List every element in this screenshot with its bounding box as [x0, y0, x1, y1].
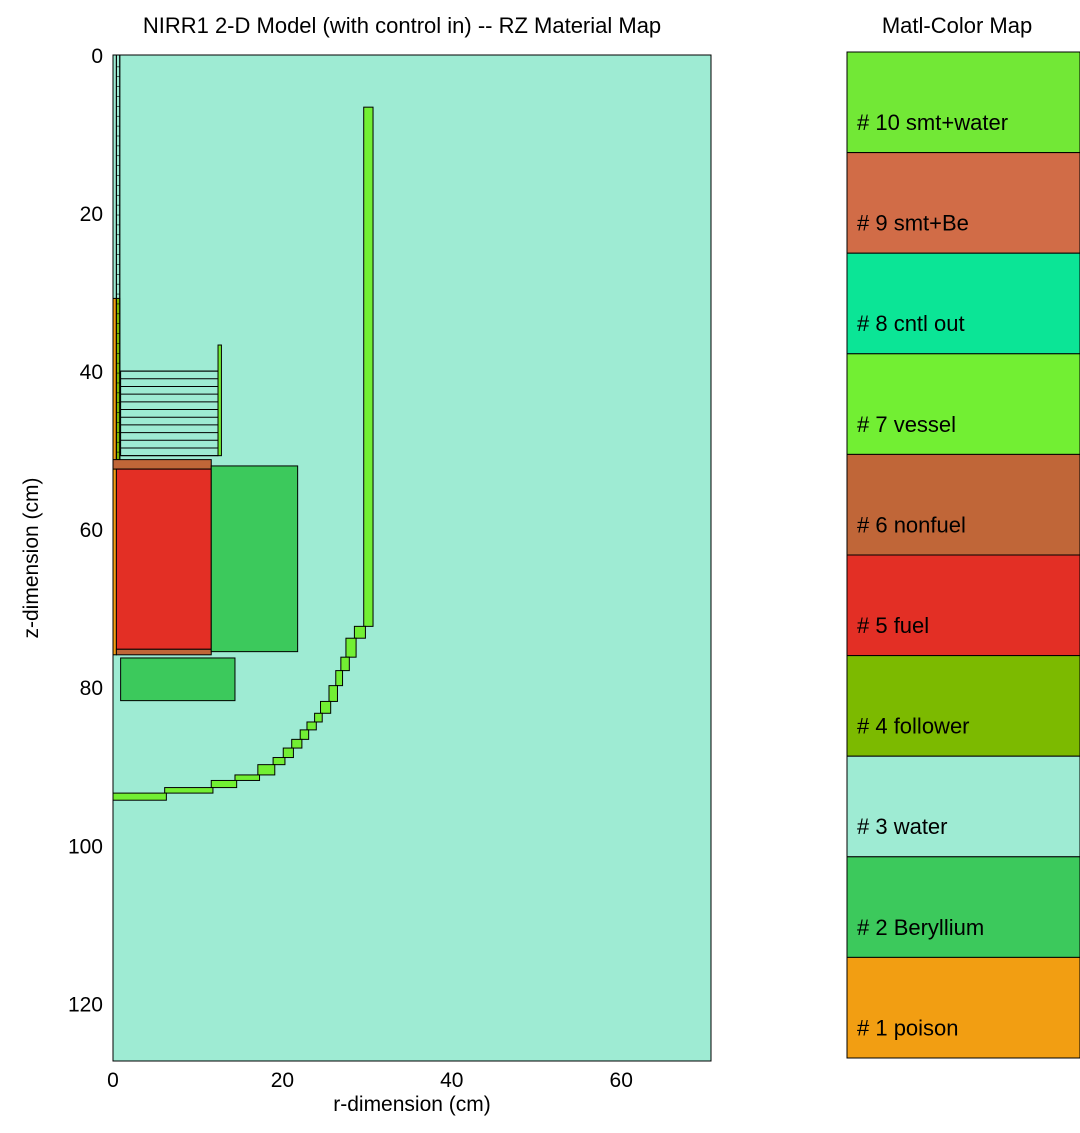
legend-swatch-4 [846, 655, 1080, 757]
legend-swatch-6 [846, 453, 1080, 556]
legend-swatch-8 [846, 252, 1080, 355]
vessel-arc-cell-5 [320, 700, 332, 714]
y-tick-label: 20 [80, 203, 103, 226]
y-tick-label: 80 [80, 677, 103, 700]
material-region-2-7 [210, 465, 299, 653]
vessel-arc-cell-13 [234, 774, 261, 781]
y-tick-label: 60 [80, 519, 103, 542]
material-region-2-8 [120, 657, 236, 702]
vessel-arc-cell-14 [210, 779, 238, 789]
legend-title: Matl-Color Map [882, 13, 1032, 38]
legend-label-1: # 1 poison [857, 1015, 959, 1040]
vessel-arc-cell-8 [299, 729, 310, 740]
y-tick-label: 100 [68, 835, 103, 858]
x-tick-label: 20 [271, 1069, 294, 1092]
material-region-1-2 [112, 297, 117, 656]
legend-swatch-1 [846, 956, 1080, 1059]
vessel-arc-cell-3 [335, 670, 344, 687]
map-title: NIRR1 2-D Model (with control in) -- RZ … [143, 13, 661, 38]
legend-swatch-2 [846, 856, 1080, 958]
vessel-arc-cell-15 [164, 787, 214, 794]
legend-label-8: # 8 cntl out [857, 311, 965, 336]
x-tick-label: 40 [440, 1069, 463, 1092]
vessel-arc-cell-16 [112, 792, 167, 801]
rz-material-map [112, 54, 712, 1062]
material-color-legend: # 10 smt+water # 9 smt+Be # 8 cntl out # 7 … [846, 51, 1080, 1059]
vessel-arc-cell-2 [340, 656, 350, 672]
material-region-6-6 [115, 648, 212, 656]
vessel-arc-cell-7 [306, 721, 317, 731]
material-region-5-5 [115, 468, 212, 650]
legend-label-9: # 9 smt+Be [857, 211, 969, 236]
x-axis-label: r-dimension (cm) [333, 1093, 491, 1116]
legend-label-5: # 5 fuel [857, 613, 929, 638]
x-tick-label: 60 [610, 1069, 633, 1092]
y-tick-label: 0 [91, 45, 103, 68]
y-axis-label: z-dimension (cm) [20, 477, 43, 638]
y-tick-label: 40 [80, 361, 103, 384]
legend-swatch-9 [846, 152, 1080, 254]
material-region-7-0 [363, 106, 374, 627]
legend-label-6: # 6 nonfuel [857, 512, 966, 537]
legend-label-7: # 7 vessel [857, 412, 956, 437]
material-region-4-3 [115, 297, 121, 461]
vessel-arc-cell-11 [272, 757, 286, 766]
vessel-arc-cell-6 [314, 712, 323, 723]
legend-label-3: # 3 water [857, 814, 948, 839]
legend-swatch-10 [846, 51, 1080, 154]
legend-label-10: # 10 smt+water [857, 110, 1008, 135]
y-tick-label: 120 [68, 993, 103, 1016]
vessel-arc-cell-12 [257, 764, 276, 776]
vessel-arc-cell-9 [291, 738, 303, 749]
material-region-7-10 [217, 344, 222, 457]
material-region-6-4 [112, 459, 212, 470]
vessel-arc-cell-10 [282, 747, 294, 759]
material-region-3-9 [120, 370, 219, 457]
legend-swatch-3 [846, 755, 1080, 858]
vessel-arc-cell-0 [353, 625, 366, 639]
axis-ticks: 0 20 40 60 0 20 40 60 80 100 120 [68, 45, 633, 1092]
legend-label-4: # 4 follower [857, 714, 970, 739]
vessel-arc-cell-1 [345, 637, 357, 658]
vessel-arc-cell-4 [328, 685, 338, 702]
legend-label-2: # 2 Beryllium [857, 915, 984, 940]
legend-swatch-7 [846, 353, 1080, 455]
legend-swatch-5 [846, 554, 1080, 657]
x-tick-label: 0 [107, 1069, 119, 1092]
